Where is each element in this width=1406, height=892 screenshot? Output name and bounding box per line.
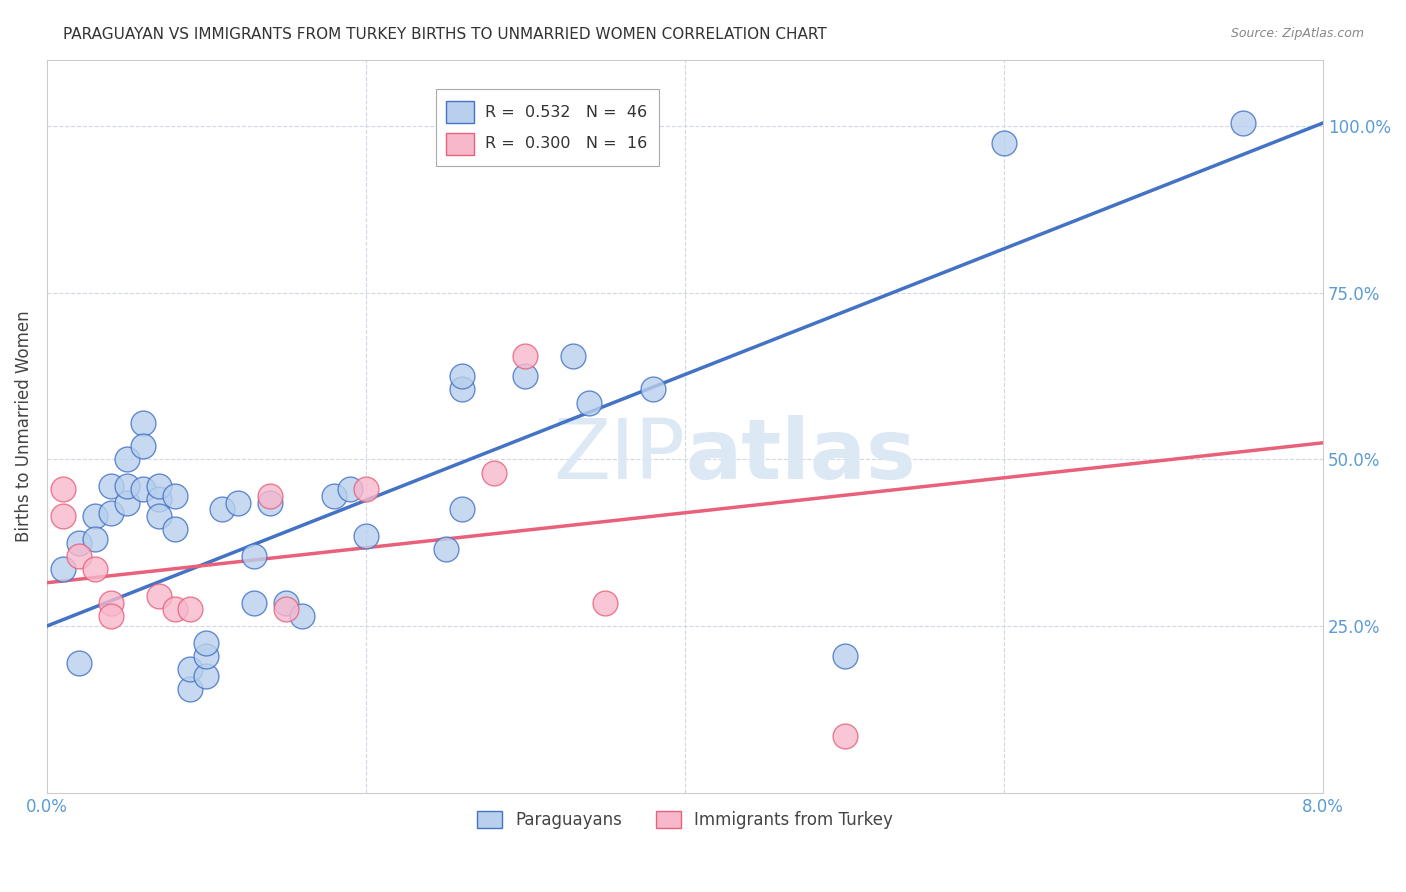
Point [115, 496, 138, 510]
FancyBboxPatch shape [436, 89, 659, 166]
Point [179, 662, 201, 676]
Text: R =  0.300   N =  16: R = 0.300 N = 16 [485, 136, 647, 152]
Point [83, 509, 105, 524]
Point [1232, 116, 1254, 130]
Point [100, 479, 122, 493]
FancyBboxPatch shape [446, 133, 474, 155]
Point [515, 349, 537, 363]
Point [276, 596, 298, 610]
Point [67, 656, 90, 670]
Point [179, 682, 201, 697]
Point [243, 596, 266, 610]
Point [578, 396, 600, 410]
Point [163, 602, 186, 616]
Point [259, 489, 281, 503]
Point [450, 383, 472, 397]
Point [148, 589, 170, 603]
Point [67, 535, 90, 549]
Text: R =  0.532   N =  46: R = 0.532 N = 46 [485, 105, 647, 120]
Point [100, 596, 122, 610]
Point [467, 122, 489, 136]
Point [482, 466, 505, 480]
Text: ZIP: ZIP [553, 415, 685, 496]
Point [354, 483, 377, 497]
Point [179, 602, 201, 616]
Point [834, 729, 856, 743]
Point [195, 636, 218, 650]
Point [276, 602, 298, 616]
Point [148, 479, 170, 493]
Point [163, 523, 186, 537]
Point [115, 479, 138, 493]
Point [450, 502, 472, 516]
Point [52, 509, 75, 524]
Point [211, 502, 233, 516]
FancyBboxPatch shape [446, 102, 474, 123]
Point [83, 562, 105, 576]
Point [323, 489, 346, 503]
Point [450, 369, 472, 384]
Point [131, 416, 153, 430]
Point [243, 549, 266, 563]
Y-axis label: Births to Unmarried Women: Births to Unmarried Women [15, 310, 32, 542]
Point [195, 648, 218, 663]
Point [148, 509, 170, 524]
Point [339, 483, 361, 497]
Point [434, 542, 457, 557]
Point [643, 383, 665, 397]
Point [115, 452, 138, 467]
Point [354, 529, 377, 543]
Point [163, 489, 186, 503]
Point [100, 506, 122, 520]
Point [228, 496, 250, 510]
Point [131, 439, 153, 453]
Point [993, 136, 1015, 150]
Point [259, 496, 281, 510]
Point [131, 483, 153, 497]
Point [148, 492, 170, 507]
Point [467, 122, 489, 136]
Point [593, 596, 616, 610]
Point [67, 549, 90, 563]
Text: PARAGUAYAN VS IMMIGRANTS FROM TURKEY BIRTHS TO UNMARRIED WOMEN CORRELATION CHART: PARAGUAYAN VS IMMIGRANTS FROM TURKEY BIR… [63, 27, 827, 42]
Point [291, 609, 314, 624]
Point [834, 648, 856, 663]
Point [83, 533, 105, 547]
Point [52, 562, 75, 576]
Text: Source: ZipAtlas.com: Source: ZipAtlas.com [1230, 27, 1364, 40]
Point [195, 669, 218, 683]
Point [562, 349, 585, 363]
Point [52, 483, 75, 497]
Point [515, 369, 537, 384]
Legend: Paraguayans, Immigrants from Turkey: Paraguayans, Immigrants from Turkey [471, 804, 900, 836]
Text: atlas: atlas [685, 415, 915, 496]
Point [100, 609, 122, 624]
